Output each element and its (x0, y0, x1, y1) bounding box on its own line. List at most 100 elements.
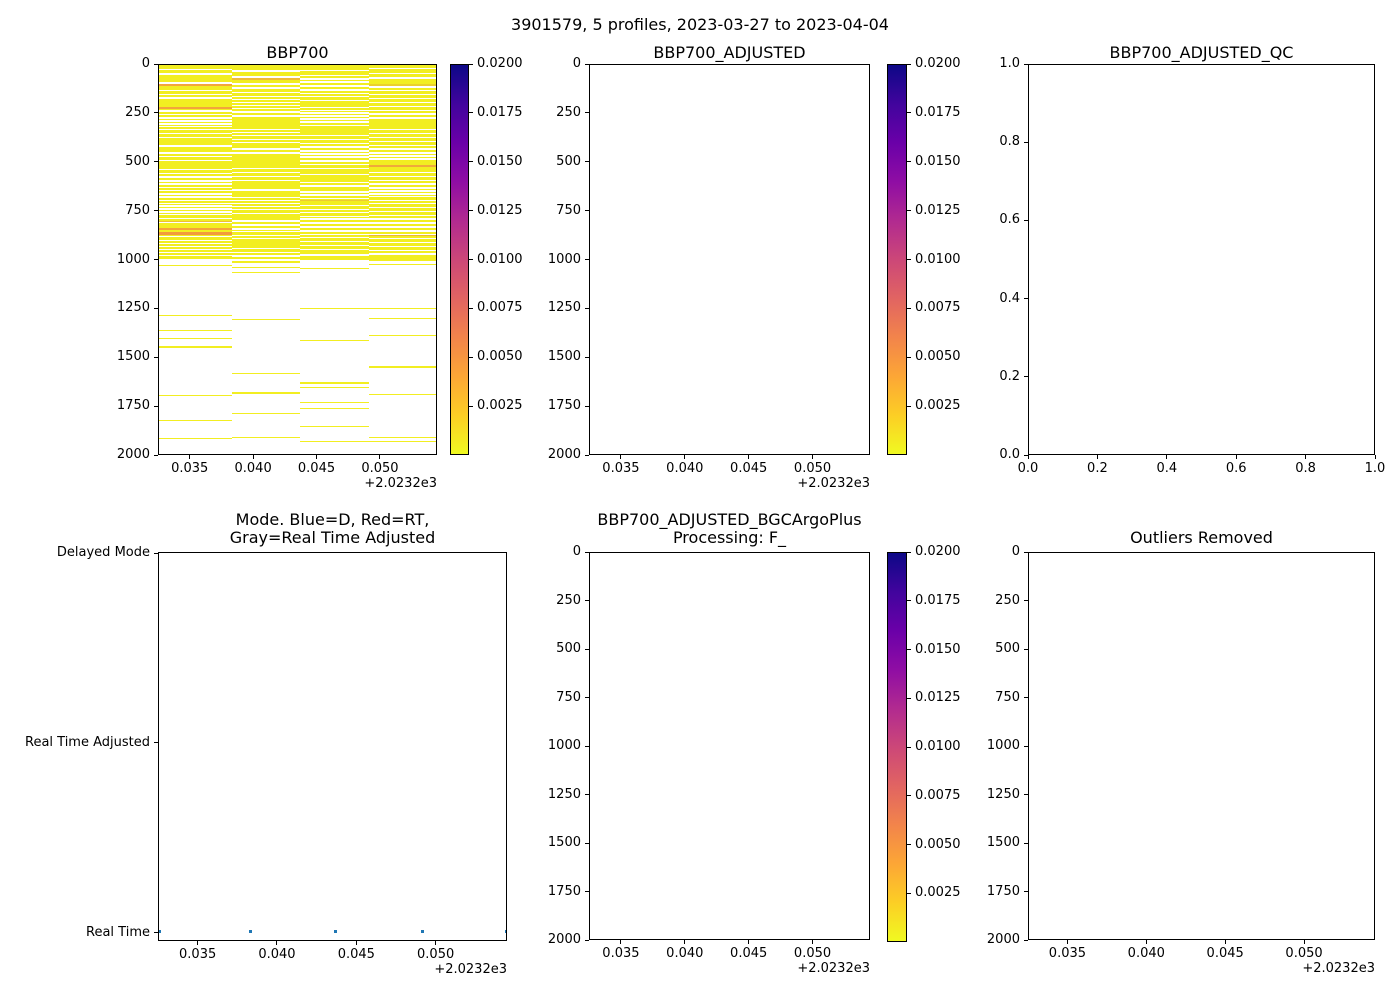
heatmap-sparse-line (159, 395, 233, 397)
x-tick-label: 0.040 (666, 461, 704, 476)
heatmap-gap (159, 97, 233, 99)
y-tick-label: 1750 (986, 883, 1020, 899)
heatmap-sparse-line (232, 318, 301, 320)
y-tick-label: 0 (1011, 544, 1020, 559)
plot-area-bbp700-adjusted (589, 64, 870, 455)
heatmap-sparse-line (232, 436, 301, 439)
colorbar-tick-mark (907, 697, 911, 699)
x-tick-label: 0.2 (1087, 461, 1108, 476)
mode-scatter-point (159, 930, 161, 934)
heatmap-gap (232, 208, 301, 211)
heatmap-gap (159, 136, 233, 138)
heatmap-gap (159, 217, 233, 220)
heatmap-gap (300, 118, 370, 120)
heatmap-gap (159, 117, 233, 119)
heatmap-sparse-line (232, 412, 301, 414)
mode-scatter-point (334, 930, 338, 934)
heatmap-highlight (159, 83, 233, 86)
y-tick-label: 500 (125, 153, 150, 169)
heatmap-gap (300, 150, 370, 152)
y-tick-mark (154, 259, 158, 260)
colorbar-tick-mark (907, 112, 911, 114)
y-tick-label: 0 (572, 544, 581, 559)
colorbar-tick-mark (907, 892, 911, 894)
y-tick-label: 1250 (547, 786, 581, 802)
y-tick-mark (1024, 141, 1028, 143)
colorbar-tick-mark (907, 746, 911, 748)
heatmap-gap (232, 76, 301, 78)
heatmap-sparse-line (369, 317, 436, 319)
heatmap-gap (300, 198, 370, 200)
heatmap-gap (159, 252, 233, 254)
plot-area-outliers-removed (1028, 552, 1375, 940)
figure-title: 3901579, 5 profiles, 2023-03-27 to 2023-… (511, 15, 889, 34)
y-tick-mark (1024, 648, 1028, 650)
x-axis-offset-label: +2.0232e3 (797, 961, 870, 976)
heatmap-gap (232, 251, 301, 253)
heatmap-gap (369, 179, 436, 181)
heatmap-gap (369, 214, 436, 216)
y-tick-mark (585, 210, 589, 212)
heatmap-gap (300, 109, 370, 111)
heatmap-gap (232, 83, 301, 85)
heatmap-gap (300, 85, 370, 87)
x-tick-mark (1145, 940, 1147, 944)
panel-title-bbp700: BBP700 (266, 43, 329, 62)
y-tick-label: 2000 (986, 932, 1020, 947)
heatmap-highlight (159, 107, 233, 110)
panel-title-bgc-line1: BBP700_ADJUSTED_BGCArgoPlus (597, 510, 862, 529)
x-tick-mark (1305, 455, 1307, 459)
heatmap-gap (369, 193, 436, 195)
heatmap-gap (300, 204, 370, 207)
heatmap-gap (300, 78, 370, 80)
y-tick-mark (585, 648, 589, 650)
heatmap-sparse-line (300, 387, 370, 389)
heatmap-highlight (369, 165, 436, 168)
y-tick-label: 0.4 (999, 290, 1020, 306)
heatmap-sparse-line (159, 314, 233, 316)
y-tick-mark (154, 932, 158, 934)
heatmap-gap (300, 181, 370, 183)
heatmap-gap (300, 222, 370, 224)
y-tick-mark (585, 842, 589, 844)
y-tick-mark (1024, 63, 1028, 65)
heatmap-gap (159, 110, 233, 112)
colorbar-tick-mark (907, 210, 911, 212)
x-tick-label: 0.050 (793, 946, 832, 961)
heatmap-sparse-line (369, 307, 436, 309)
colorbar-tick-label: 0.0125 (915, 202, 961, 218)
heatmap-sparse-line (369, 440, 436, 443)
heatmap-gap (300, 173, 370, 176)
colorbar-tick-mark (907, 552, 911, 553)
heatmap-gap (159, 211, 233, 213)
heatmap-gap (159, 235, 233, 238)
y-tick-label: 1250 (116, 300, 150, 316)
y-tick-label: 1500 (547, 349, 581, 365)
x-tick-mark (684, 940, 686, 944)
heatmap-sparse-line (300, 382, 370, 384)
heatmap-gap (300, 69, 370, 72)
colorbar-tick-mark (907, 161, 911, 163)
y-tick-label: 2000 (116, 447, 150, 462)
y-tick-label: 1000 (547, 251, 581, 267)
y-tick-label: 1750 (547, 398, 581, 414)
heatmap-gap (369, 117, 436, 119)
colorbar-tick-mark (469, 356, 473, 358)
y-tick-label: 1750 (116, 398, 150, 414)
y-tick-label: 1000 (116, 251, 150, 267)
heatmap-gap (300, 244, 370, 247)
x-tick-label: 0.050 (361, 461, 399, 476)
heatmap-gap (159, 176, 233, 178)
y-tick-mark (154, 112, 158, 114)
y-tick-label: 750 (125, 202, 150, 218)
heatmap-sparse-line (300, 267, 370, 270)
heatmap-gap (369, 109, 436, 111)
heatmap-sparse-line (159, 437, 233, 440)
x-tick-label: 0.045 (730, 946, 768, 961)
heatmap-sparse-line (369, 394, 436, 396)
heatmap-gap (300, 230, 370, 232)
x-tick-label: 0.040 (234, 461, 272, 476)
heatmap-gap (369, 105, 436, 108)
panel-title-outliers: Outliers Removed (1130, 528, 1273, 547)
heatmap-gap (159, 221, 233, 224)
